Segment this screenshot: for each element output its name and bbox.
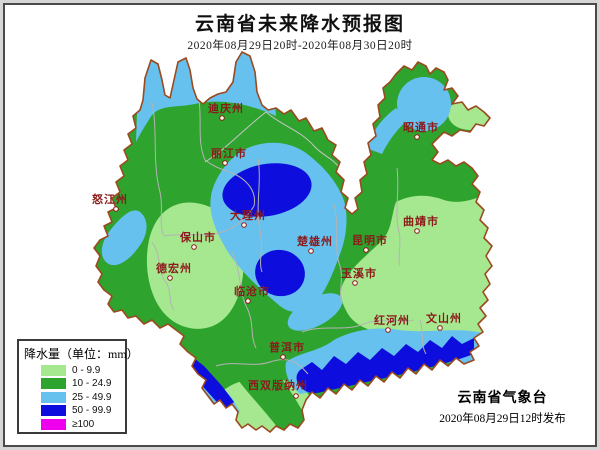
city-marker-dehong [167,275,173,281]
region-label-qujing: 曲靖市 [403,214,439,228]
region-label-nujiang: 怒江州 [92,192,128,206]
page-title: 云南省未来降水预报图 [194,14,405,35]
region-label-honghe: 红河州 [374,313,410,327]
legend-label: 50 - 99.9 [72,405,112,416]
legend-swatch-25-49-icon [41,391,66,403]
region-label-chuxiong: 楚雄州 [297,234,333,248]
legend-item-25-49: 25 - 49.9 [41,391,125,403]
city-marker-lincang [245,298,251,304]
issuing-agency: 云南省气象台 [457,391,548,406]
city-marker-zhaotong [414,134,420,140]
city-marker-lijiang [222,160,228,166]
region-label-yuxi: 玉溪市 [341,266,377,280]
region-label-lincang: 临沧市 [234,284,270,298]
legend-title: 降水量（单位：mm） [24,347,139,361]
legend-label: 25 - 49.9 [72,391,112,403]
region-label-kunming: 昆明市 [352,233,388,247]
city-marker-dali [241,222,247,228]
legend-swatch-50-99-icon [41,405,66,416]
legend-swatch-100-plus-icon [41,418,66,430]
city-marker-baoshan [191,244,197,250]
city-marker-kunming [363,247,369,253]
province-outline [93,51,493,433]
city-marker-puer [280,354,286,360]
forecast-period: 2020年08月29日20时-2020年08月30日20时 [187,40,413,52]
city-marker-qujing [414,228,420,234]
region-label-lijiang: 丽江市 [211,146,247,160]
prefecture-boundaries [151,99,427,375]
legend-swatch-0-9-icon [41,364,66,376]
legend-label: ≥100 [72,418,95,430]
region-label-puer: 普洱市 [269,340,305,354]
region-labels: 迪庆州 怒江州 丽江市 昭通市 大理州 保山市 德宏州 临沧市 楚雄州 昆明市 … [92,101,462,392]
city-marker-yuxi [352,280,358,286]
city-marker-nujiang [113,206,119,212]
zone-rain-10-24-band [220,348,310,432]
region-label-wenshan: 文山州 [426,311,462,325]
legend-item-50-99: 50 - 99.9 [41,405,125,416]
city-marker-diqing [219,115,225,121]
legend-item-10-24: 10 - 24.9 [41,378,125,389]
city-marker-chuxiong [308,248,314,254]
legend: 降水量（单位：mm） 0 - 9.9 10 - 24.9 25 - 49.9 5… [17,339,139,434]
legend-label: 0 - 9.9 [72,364,101,376]
legend-item-0-9: 0 - 9.9 [41,364,125,376]
region-label-dehong: 德宏州 [155,261,192,275]
city-marker-xishuangbanna [293,393,299,399]
region-label-diqing: 迪庆州 [208,101,244,115]
legend-label: 10 - 24.9 [72,378,112,389]
issuer-block: 云南省气象台 2020年08月29日12时发布 [405,387,600,426]
city-marker-honghe [385,327,391,333]
city-marker-wenshan [437,325,443,331]
region-label-baoshan: 保山市 [179,230,216,244]
legend-item-100-plus: ≥100 [41,418,125,430]
region-label-xishuangbanna: 西双版纳州 [248,378,308,392]
city-markers [113,115,443,399]
region-label-dali: 大理州 [230,208,266,222]
legend-swatch-10-24-icon [41,378,66,389]
issue-time: 2020年08月29日12时发布 [439,413,566,425]
region-label-zhaotong: 昭通市 [403,120,439,134]
